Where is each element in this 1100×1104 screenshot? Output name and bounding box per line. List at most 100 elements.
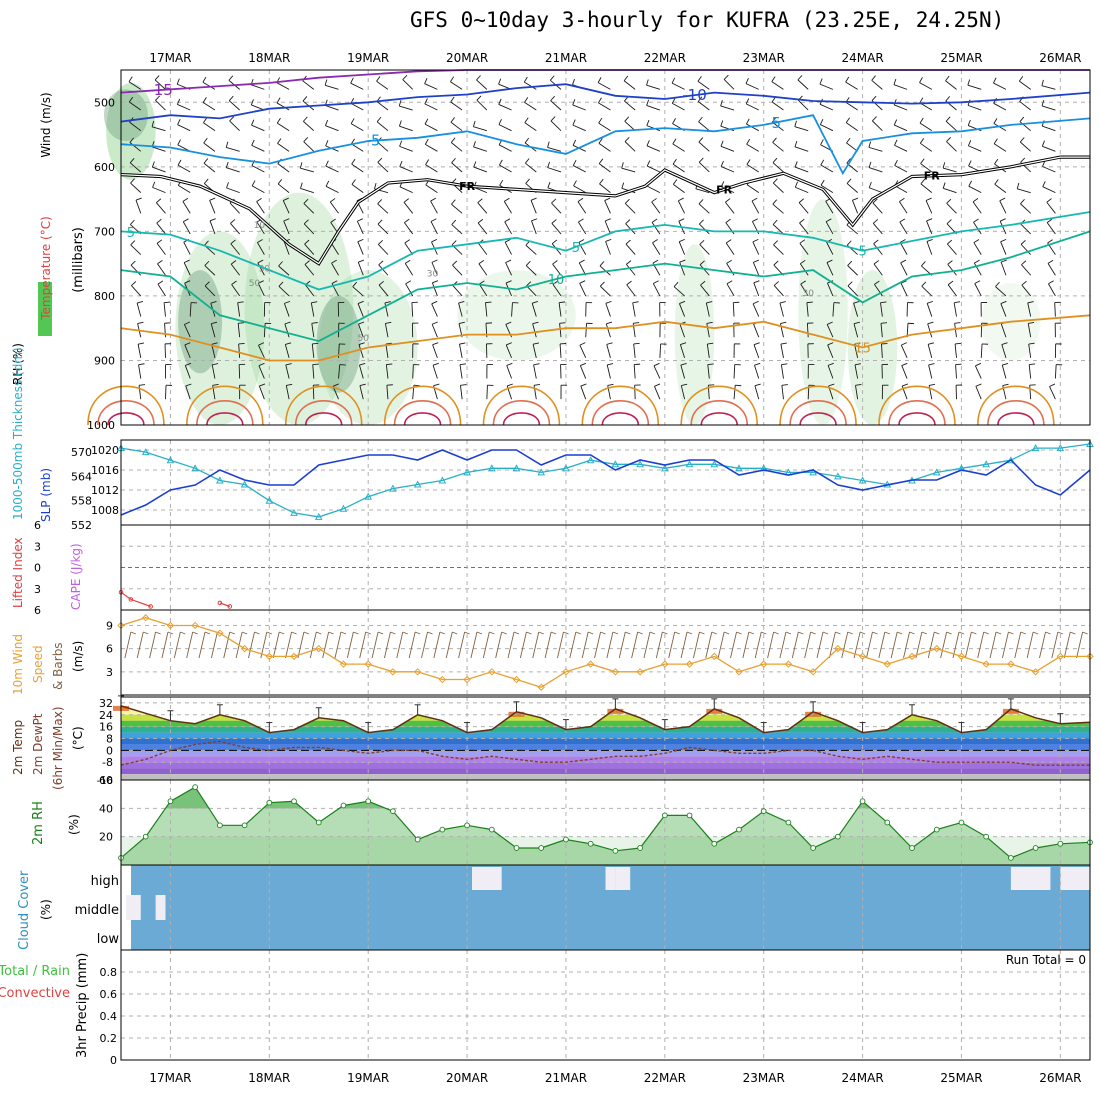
wind-barb-flag [969,181,972,186]
wind-barb [326,186,338,192]
wind10m-barb-flag [601,632,606,634]
wind10m-barb-flag [304,632,309,634]
wind-barb [330,202,338,213]
wind-barb-flag [846,118,849,123]
wind-barb [799,203,808,214]
wind-barb [477,100,487,110]
wind10m-barb-flag [415,632,420,634]
wind-barb [753,242,759,255]
wind10m-barb [211,632,217,658]
wind-barb [451,122,462,130]
wind-barb-flag [795,121,797,127]
wind10m-barb-flag [378,632,383,634]
wind10m-barb-flag [798,632,803,634]
rh2m-marker [638,846,643,851]
wind10m-tick-label: 6 [106,643,113,656]
wind10m-barb [286,632,292,658]
wind-barb [178,125,191,131]
wind-barb [772,82,784,90]
date-label-top: 17MAR [149,51,191,65]
wind-barb [204,163,215,172]
wind10m-barb-flag [1070,632,1075,634]
isotherm-label: 10 [548,273,565,288]
temp2m-tick-label: -8 [102,756,113,769]
wind-barb-flag [578,219,583,222]
wind-barb-flag [452,220,456,224]
wind-barb-flag [721,141,723,147]
wind-barb [721,167,734,172]
wind-barb [478,243,486,254]
wind-barb-flag [138,343,144,344]
wind-barb [1047,202,1056,213]
wind-barb-flag [1048,240,1053,243]
wind-barb [607,365,610,379]
wind10m-barb-flag [180,632,185,634]
wind10m-barb [372,632,378,658]
wind-barb [976,386,981,399]
wind-barb-flag [153,182,155,188]
wind-barb [239,365,240,379]
wind10m-speed-label: Speed [31,645,45,683]
isotherm-label: FR [924,170,941,183]
wind-barb [551,121,561,131]
wind10m-barb [965,632,971,658]
wind-barb [136,200,141,213]
wind10m-barb-flag [996,632,1001,634]
temperature-color-band [121,774,1090,780]
slp-tick-label: 1016 [91,464,119,477]
wind-barb-flag [406,281,411,284]
wind-barb-flag [526,179,530,184]
wind-barb-flag [552,240,557,244]
wind10m-barb [335,632,341,658]
wind-barb-flag [721,100,723,106]
wind-barb [626,244,635,255]
wind-barb-flag [326,140,328,146]
rh2m-marker [662,813,667,818]
date-label-top: 25MAR [940,51,982,65]
wind-barb-flag [954,302,960,303]
wind-barb [473,127,486,131]
wind-barb [531,221,536,234]
wind10m-barb-flag [366,632,371,634]
rh-contour-label: 30 [259,264,271,274]
date-label-bottom: 20MAR [446,1071,488,1085]
temperature-color-band [121,739,1090,745]
wind-barb [699,122,710,131]
wind-barb-flag [973,198,978,201]
wind-barb-flag [735,385,741,386]
wind10m-barb-flag [403,632,408,634]
wind-barb [652,243,659,255]
wind-barb-flag [425,139,428,144]
wind10m-barb-flag [316,632,321,634]
wind-barb-flag [506,260,511,263]
wind-barb [479,264,487,276]
wind10m-barb [557,632,563,658]
wind-barb [725,202,734,213]
date-label-bottom: 26MAR [1039,1071,1081,1085]
wind-barb [901,263,907,275]
wind-barb [774,285,783,295]
wind10m-barb [508,632,514,658]
wind-barb [178,185,190,192]
rh2m-marker [539,846,544,851]
wind-barb [605,221,610,234]
wind10m-barb [434,632,440,658]
wind-barb-flag [943,162,945,168]
wind10m-barb [347,632,353,658]
wind-barb-flag [698,76,701,81]
wind10m-barb-flag [341,632,346,634]
wind-barb-flag [378,220,382,224]
wind-barb-flag [499,99,501,104]
wind-barb [721,146,734,151]
wind-barb-flag [580,343,585,345]
wind-barb [131,265,141,275]
wind-barb [955,323,957,337]
wind-barb [900,222,907,234]
wind-barb-flag [799,199,804,203]
wind-barb-flag [581,384,587,386]
wind-barb-flag [773,179,777,183]
wind-barb-flag [752,219,757,222]
wind-barb [378,244,388,254]
wind-barb-flag [477,96,481,100]
